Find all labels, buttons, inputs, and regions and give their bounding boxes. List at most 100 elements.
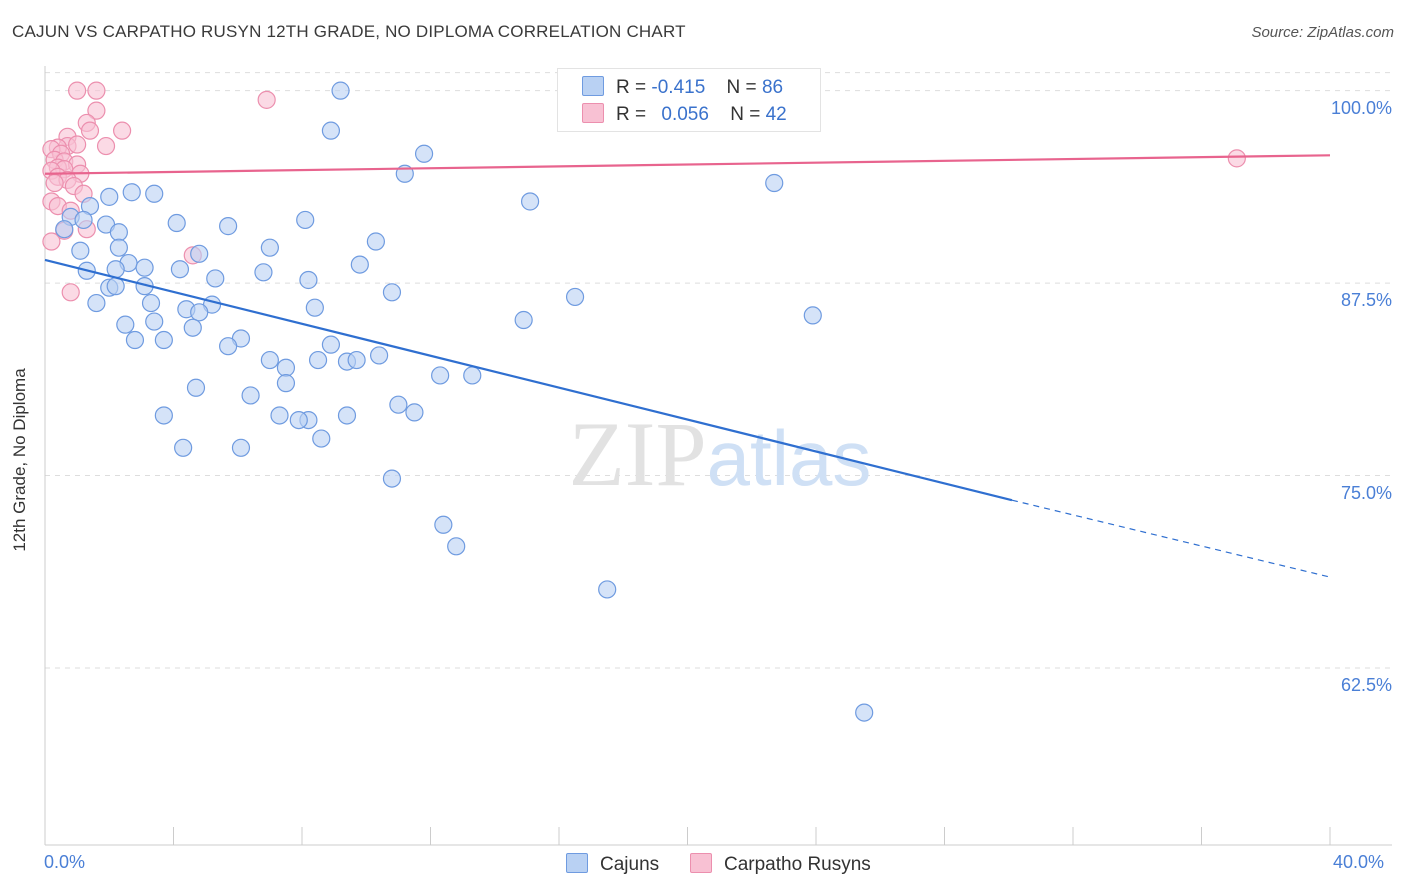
chart-title: CAJUN VS CARPATHO RUSYN 12TH GRADE, NO D…: [12, 22, 686, 41]
cajun-point-44: [803, 306, 822, 325]
rusyn-point-3: [87, 101, 106, 120]
cajun-point-60: [463, 366, 482, 385]
rusyn-legend-swatch: [690, 853, 712, 873]
cajun-point-57: [347, 350, 366, 370]
rusyn-point-9: [68, 135, 87, 154]
legend-n-label: N =: [730, 104, 761, 125]
cajun-point-8: [520, 192, 540, 211]
rusyn-point-31: [42, 232, 61, 251]
cajun-point-47: [183, 318, 202, 337]
legend-n-label: N =: [726, 77, 757, 98]
legend-row-cajuns: R = -0.415 N = 86: [582, 76, 783, 99]
y-tick-label-1: 75.0%: [1340, 482, 1392, 503]
cajun-point-20: [109, 238, 128, 257]
legend-r-value: -0.415: [651, 77, 706, 98]
cajun-point-42: [190, 303, 209, 322]
cajun-point-48: [125, 330, 145, 350]
trend-lines: [44, 154, 1331, 578]
cajun-point-28: [254, 263, 273, 282]
cajun-point-22: [190, 244, 209, 263]
y-tick-label-0: 62.5%: [1340, 674, 1392, 695]
cajun-point-74: [382, 469, 402, 488]
legend-n-value: 86: [761, 77, 784, 98]
cajuns-swatch: [582, 76, 604, 96]
rusyn-point-1: [87, 81, 106, 100]
rusyn-point-11: [96, 136, 116, 156]
cajun-point-36: [565, 287, 585, 307]
cajun-point-23: [350, 255, 369, 274]
cajun-point-30: [206, 269, 225, 288]
legend-r-value: 0.056: [661, 104, 709, 125]
cajun-point-61: [276, 374, 296, 393]
rusyn-point-2: [257, 90, 276, 109]
cajun-point-65: [154, 406, 173, 425]
cajun-point-66: [270, 406, 289, 425]
cajun-point-0: [331, 81, 350, 100]
cajun-point-29: [135, 258, 154, 277]
rusyn-point-33: [61, 283, 80, 302]
cajun-point-45: [116, 315, 135, 334]
source-label: Source: ZipAtlas.com: [1251, 24, 1394, 41]
cajun-point-37: [87, 293, 106, 313]
grid-lines: [45, 72, 1392, 669]
cajun-point-35: [382, 283, 402, 302]
cajun-point-21: [71, 241, 90, 260]
cajun-point-17: [74, 210, 93, 230]
cajun-point-12: [296, 210, 315, 230]
cajun-point-55: [308, 350, 328, 370]
cajuns-trend-line: [44, 258, 1013, 502]
cajun-point-1: [321, 121, 341, 140]
cajun-point-46: [145, 312, 164, 331]
cajun-point-64: [389, 395, 408, 414]
watermark: ZIPatlas: [569, 403, 872, 505]
cajun-point-54: [260, 350, 279, 370]
cajun-point-77: [598, 580, 617, 599]
cajun-point-73: [231, 438, 251, 457]
legend-item-carpatho-rusyns: Carpatho Rusyns: [690, 853, 871, 876]
cajun-point-11: [167, 213, 186, 233]
x-tick-label-max: 40.0%: [1333, 852, 1385, 872]
cajun-point-53: [370, 346, 389, 365]
cajuns-points: [55, 81, 874, 722]
legend-n-value: 42: [765, 104, 787, 125]
carpatho-rusyns-trend-line: [44, 154, 1331, 175]
cajun-point-76: [447, 537, 466, 556]
cajun-point-34: [106, 277, 125, 296]
rusyn-point-5: [80, 121, 100, 140]
cajuns-trend-line-extrapolated: [1011, 499, 1331, 578]
cajun-point-62: [186, 378, 206, 397]
cajun-point-7: [100, 187, 119, 206]
cajun-point-6: [145, 184, 164, 203]
cajun-point-16: [366, 232, 385, 251]
cajun-point-59: [431, 366, 450, 385]
cajun-point-78: [855, 703, 874, 722]
cajun-point-75: [434, 515, 453, 534]
rusyn-point-34: [1227, 149, 1246, 168]
cajun-point-31: [299, 270, 318, 290]
cajun-point-19: [260, 238, 279, 257]
legend-row-carpatho-rusyns: R = 0.056 N = 42: [582, 103, 787, 126]
cajun-point-15: [109, 223, 128, 242]
cajun-point-41: [305, 298, 324, 317]
rusyn-point-23: [45, 173, 64, 193]
cajun-point-25: [170, 260, 190, 279]
legend-label-cajuns: Cajuns: [600, 854, 660, 875]
cajun-point-70: [289, 410, 308, 430]
cajun-point-51: [219, 337, 238, 356]
legend-r-label: R =: [616, 77, 647, 98]
cajun-point-68: [405, 403, 424, 422]
cajun-point-58: [276, 358, 296, 377]
cajun-point-49: [154, 330, 173, 350]
cajun-point-13: [219, 217, 238, 236]
rusyn-point-6: [112, 121, 132, 140]
y-tick-label-2: 87.5%: [1340, 290, 1392, 311]
legend-label-carpatho-rusyns: Carpatho Rusyns: [724, 854, 871, 875]
cajun-point-71: [312, 429, 331, 448]
rusyn-swatch: [582, 103, 604, 123]
stats-legend: R = -0.415 N = 86 R = 0.056 N = 42: [557, 68, 821, 132]
x-tick-label-min: 0.0%: [44, 852, 86, 872]
cajun-point-2: [414, 144, 434, 163]
cajun-point-18: [55, 220, 74, 239]
cajuns-legend-swatch: [566, 853, 588, 873]
